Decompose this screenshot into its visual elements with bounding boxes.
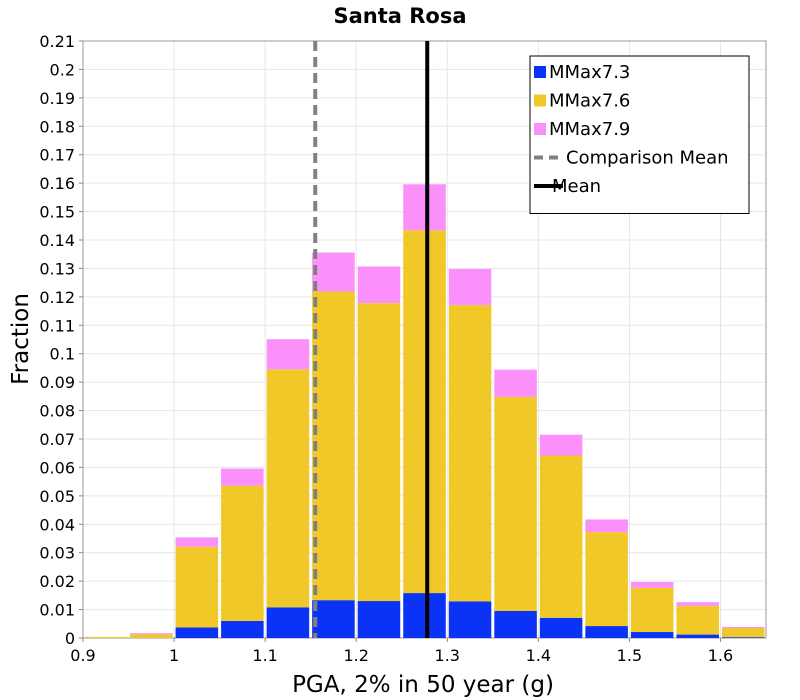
bar-mmax7-9-bin-9 <box>494 369 537 397</box>
bar-mmax7-3-bin-5 <box>312 600 355 638</box>
bar-mmax7-9-bin-12 <box>630 581 674 588</box>
legend-label: MMax7.9 <box>549 119 630 140</box>
y-tick-label: 0.14 <box>39 231 75 250</box>
bar-mmax7-3-bin-11 <box>585 626 628 638</box>
bar-mmax7-6-bin-10 <box>539 455 583 618</box>
bar-mmax7-9-bin-13 <box>676 602 719 606</box>
x-axis-ticks: 0.9 1 1.1 1.2 1.3 1.4 1.5 1.6 <box>70 638 733 665</box>
y-tick-label: 0.16 <box>39 174 75 193</box>
legend-swatch <box>534 66 546 78</box>
y-tick-label: 0.13 <box>39 259 75 278</box>
y-tick-label: 0.01 <box>39 601 75 620</box>
bar-mmax7-6-bin-14 <box>721 628 765 638</box>
y-tick-label: 0.04 <box>39 515 75 534</box>
legend: MMax7.3 MMax7.6 MMax7.9 Comparison Mean Mean <box>529 55 750 214</box>
legend-label: Comparison Mean <box>566 148 729 169</box>
y-tick-label: 0.02 <box>39 572 75 591</box>
bar-mmax7-6-bin-2 <box>175 546 219 628</box>
bar-mmax7-9-bin-2 <box>175 537 219 547</box>
y-tick-label: 0.17 <box>39 146 75 165</box>
y-tick-label: 0.08 <box>39 402 75 421</box>
y-tick-label: 0.15 <box>39 203 75 222</box>
bar-mmax7-9-bin-7 <box>403 184 446 231</box>
legend-box <box>529 55 750 214</box>
legend-label: MMax7.3 <box>549 62 630 83</box>
bar-mmax7-3-bin-6 <box>357 601 401 638</box>
x-tick-label: 1.4 <box>526 646 551 665</box>
bar-mmax7-9-bin-4 <box>266 339 310 370</box>
x-tick-label: 1.1 <box>252 646 277 665</box>
bar-mmax7-9-bin-1 <box>130 633 173 635</box>
y-tick-label: 0.12 <box>39 288 75 307</box>
bar-mmax7-6-bin-8 <box>448 305 492 602</box>
y-tick-label: 0 <box>65 629 75 648</box>
x-tick-label: 1.6 <box>708 646 733 665</box>
bar-mmax7-6-bin-5 <box>312 291 355 601</box>
bar-mmax7-6-bin-1 <box>130 634 173 638</box>
bar-mmax7-3-bin-7 <box>403 593 446 638</box>
bar-mmax7-9-bin-11 <box>585 519 628 533</box>
bar-mmax7-9-bin-3 <box>221 468 264 486</box>
bar-mmax7-9-bin-6 <box>357 266 401 304</box>
bar-mmax7-6-bin-3 <box>221 485 264 621</box>
y-tick-label: 0.07 <box>39 430 75 449</box>
bar-mmax7-3-bin-12 <box>630 632 674 638</box>
y-tick-label: 0.09 <box>39 373 75 392</box>
bar-mmax7-9-bin-8 <box>448 268 492 306</box>
y-tick-label: 0.03 <box>39 544 75 563</box>
bar-mmax7-3-bin-2 <box>175 627 219 638</box>
y-tick-label: 0.11 <box>39 316 75 335</box>
legend-label: Mean <box>552 176 601 197</box>
bar-mmax7-3-bin-13 <box>676 634 719 638</box>
legend-swatch <box>534 94 546 107</box>
y-tick-label: 0.05 <box>39 487 75 506</box>
y-axis-ticks: 0 0.01 0.02 0.03 0.04 0.05 0.06 0.07 0.08 0.09 0.1… <box>39 32 83 648</box>
bar-mmax7-6-bin-11 <box>585 532 628 627</box>
bar-mmax7-6-bin-7 <box>403 230 446 594</box>
legend-label: MMax7.6 <box>549 91 630 112</box>
x-tick-label: 1.3 <box>435 646 460 665</box>
mean-lines <box>313 41 430 638</box>
bar-mmax7-9-bin-14 <box>721 626 765 629</box>
legend-swatch <box>534 123 546 135</box>
bar-mmax7-6-bin-6 <box>357 303 401 602</box>
bar-mmax7-3-bin-3 <box>221 620 264 638</box>
bar-mmax7-3-bin-10 <box>539 617 583 638</box>
bar-mmax7-6-bin-4 <box>266 369 310 608</box>
chart-title: Santa Rosa <box>333 4 466 28</box>
y-tick-label: 0.21 <box>39 32 75 51</box>
bar-mmax7-9-bin-10 <box>539 434 583 456</box>
y-axis-label: Fraction <box>8 293 34 385</box>
bar-mmax7-6-bin-0 <box>84 636 128 638</box>
y-tick-label: 0.18 <box>39 117 75 136</box>
bar-mmax7-3-bin-14 <box>721 637 765 638</box>
bar-mmax7-3-bin-8 <box>448 601 492 638</box>
bar-mmax7-6-bin-12 <box>630 587 674 633</box>
bar-mmax7-6-bin-9 <box>494 396 537 611</box>
bar-mmax7-3-bin-4 <box>266 607 310 638</box>
x-tick-label: 0.9 <box>70 646 95 665</box>
y-tick-label: 0.19 <box>39 89 75 108</box>
y-tick-label: 0.06 <box>39 458 75 477</box>
bar-mmax7-9-bin-5 <box>312 252 355 292</box>
y-tick-label: 0.1 <box>50 345 75 364</box>
x-axis-label: PGA, 2% in 50 year (g) <box>292 672 554 698</box>
bars <box>84 184 765 638</box>
bar-mmax7-3-bin-9 <box>494 610 537 638</box>
bar-mmax7-6-bin-13 <box>676 605 719 635</box>
x-tick-label: 1 <box>169 646 179 665</box>
x-tick-label: 1.2 <box>343 646 368 665</box>
y-tick-label: 0.2 <box>50 60 75 79</box>
x-tick-label: 1.5 <box>617 646 642 665</box>
